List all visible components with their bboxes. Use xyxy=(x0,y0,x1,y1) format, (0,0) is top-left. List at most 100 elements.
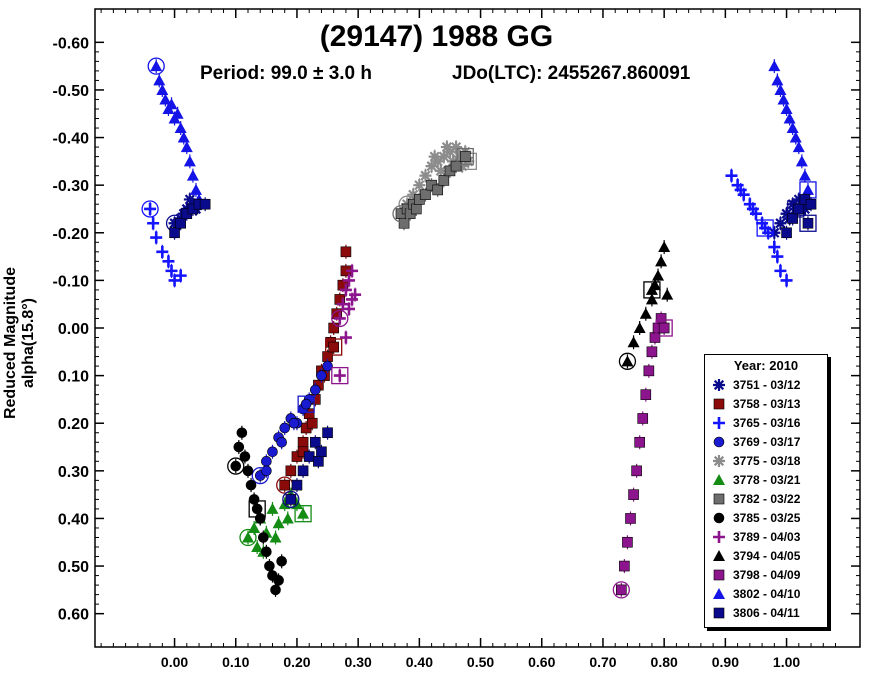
data-point xyxy=(342,302,355,315)
y-tick-label: -0.10 xyxy=(53,273,90,290)
data-point xyxy=(189,183,202,195)
data-point xyxy=(165,264,178,277)
data-point xyxy=(622,536,633,548)
data-point xyxy=(637,413,649,424)
y-tick-label: 0.10 xyxy=(58,369,89,386)
series-end-marker xyxy=(248,500,266,518)
data-point xyxy=(251,541,264,553)
data-point xyxy=(768,241,781,254)
legend-item: 3802 - 04/10 xyxy=(705,584,827,603)
series-end-marker xyxy=(325,338,343,356)
legend-item: 3798 - 04/09 xyxy=(705,565,827,584)
legend-label: 3802 - 04/10 xyxy=(733,586,801,601)
plus-marker-icon xyxy=(713,416,725,429)
x-tick-label: 0.20 xyxy=(283,654,310,670)
data-point xyxy=(621,355,634,367)
data-point xyxy=(340,246,352,258)
data-point xyxy=(168,274,181,287)
data-point xyxy=(643,365,655,377)
data-point xyxy=(786,198,799,211)
legend-item: 3775 - 03/18 xyxy=(705,451,827,470)
data-point xyxy=(285,494,297,505)
x-tick-label: 0.80 xyxy=(651,654,678,670)
y-tick-label: 0.00 xyxy=(58,321,89,338)
data-point xyxy=(174,269,187,282)
data-point xyxy=(333,369,346,382)
data-point xyxy=(459,151,471,162)
x-tick-label: 0.00 xyxy=(161,654,188,670)
data-point xyxy=(786,122,799,134)
series-start-marker xyxy=(141,200,159,218)
data-point xyxy=(156,245,169,258)
x-tick-label: 0.10 xyxy=(222,654,249,670)
chart-title: (29147) 1988 GG xyxy=(319,20,554,53)
y-tick-label: -0.40 xyxy=(53,131,90,148)
legend-marker xyxy=(713,530,725,543)
epoch-text: JDo(LTC): 2455267.860091 xyxy=(452,63,691,84)
x-tick-label: 0.40 xyxy=(406,654,433,670)
y-tick-label: -0.30 xyxy=(53,178,90,195)
circle-marker-icon xyxy=(713,436,725,447)
data-point xyxy=(780,102,793,114)
legend-item: 3758 - 03/13 xyxy=(705,394,827,413)
data-point xyxy=(431,155,444,168)
square-marker-icon xyxy=(713,607,725,618)
x-tick-label: 0.30 xyxy=(345,654,372,670)
x-tick-label: 0.90 xyxy=(712,654,739,670)
series-end-marker xyxy=(294,505,312,523)
data-point xyxy=(171,107,184,119)
data-point xyxy=(322,360,333,372)
data-point xyxy=(655,255,668,267)
data-point xyxy=(276,436,287,448)
data-point xyxy=(768,226,781,239)
data-point xyxy=(186,169,199,181)
data-point xyxy=(242,531,254,543)
data-point xyxy=(802,217,814,229)
legend-label: 3785 - 03/25 xyxy=(733,510,801,525)
legend-marker xyxy=(713,398,725,409)
legend-item: 3778 - 03/21 xyxy=(705,470,827,489)
data-point xyxy=(336,298,349,311)
data-point xyxy=(236,427,248,439)
data-point xyxy=(781,227,792,239)
data-point xyxy=(645,293,658,305)
data-point xyxy=(774,264,787,277)
data-point xyxy=(652,269,665,281)
series-end-marker xyxy=(799,214,817,232)
data-point xyxy=(169,227,180,239)
data-point xyxy=(774,83,787,95)
data-point xyxy=(257,532,269,543)
data-point xyxy=(291,479,303,491)
data-point xyxy=(199,198,211,210)
data-point xyxy=(746,202,759,215)
data-point xyxy=(242,465,254,477)
data-point xyxy=(771,74,784,86)
legend-label: 3758 - 03/13 xyxy=(733,396,801,411)
data-point xyxy=(434,164,447,177)
legend-label: 3769 - 03/17 xyxy=(733,434,801,449)
data-point xyxy=(165,98,178,110)
y-axis-label: Reduced Magnitude alpha(15.8°) xyxy=(2,267,37,420)
data-point xyxy=(233,441,245,453)
asterisk-marker-icon xyxy=(713,378,725,391)
data-point xyxy=(725,169,738,182)
legend-title: Year: 2010 xyxy=(733,358,799,373)
data-point xyxy=(328,341,339,353)
data-point xyxy=(313,456,324,467)
data-point xyxy=(144,202,157,215)
data-point xyxy=(658,322,670,334)
data-point xyxy=(437,150,450,163)
legend-marker xyxy=(713,512,725,523)
legend-marker xyxy=(713,607,725,618)
data-point xyxy=(300,398,312,410)
y-tick-label: -0.60 xyxy=(53,35,90,52)
legend: Year: 2010 3751 - 03/12 3758 - 03/13 3765 … xyxy=(704,354,828,628)
legend-marker xyxy=(713,549,725,561)
data-point xyxy=(316,370,327,381)
data-point xyxy=(267,446,278,458)
x-tick-label: 0.70 xyxy=(589,654,616,670)
data-point xyxy=(279,422,291,434)
data-point xyxy=(288,417,300,429)
legend-marker xyxy=(713,416,725,429)
legend-label: 3782 - 03/22 xyxy=(733,491,801,506)
